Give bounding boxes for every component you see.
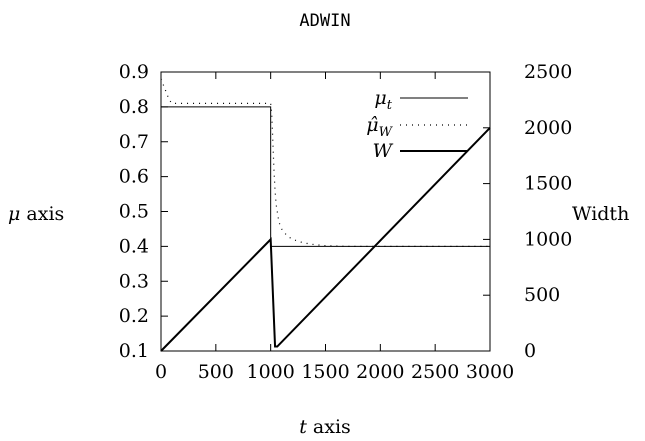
y-right-tick-label-4: 2000 bbox=[524, 117, 572, 139]
y-right-tick-label-1: 500 bbox=[524, 284, 560, 306]
x-axis-label: t axis bbox=[299, 416, 351, 438]
x-tick-label-2: 1000 bbox=[246, 361, 294, 383]
legend-label-mu-hat-w: μ̂W bbox=[366, 114, 393, 140]
y-left-tick-label-1: 0.2 bbox=[119, 305, 149, 327]
y-left-tick-label-0: 0.1 bbox=[119, 340, 149, 362]
plot-frame bbox=[160, 71, 491, 352]
y-right-tick-label-2: 1000 bbox=[524, 228, 572, 250]
series-line-0 bbox=[161, 106, 490, 247]
y-left-tick-label-5: 0.6 bbox=[119, 166, 149, 188]
x-tick-label-4: 2000 bbox=[356, 361, 404, 383]
y-left-tick-label-8: 0.9 bbox=[119, 61, 149, 83]
x-tick-label-5: 2500 bbox=[411, 361, 459, 383]
legend: μt μ̂W W bbox=[366, 87, 468, 162]
y-right-tick-label-0: 0 bbox=[524, 340, 536, 362]
y-right-axis-label: Width bbox=[572, 203, 629, 225]
series-layer bbox=[160, 78, 491, 352]
x-tick-label-1: 500 bbox=[198, 361, 234, 383]
series-line-2 bbox=[160, 127, 491, 352]
y-left-tick-label-7: 0.8 bbox=[119, 96, 149, 118]
y-left-tick-label-3: 0.4 bbox=[119, 235, 149, 257]
x-tick-label-6: 3000 bbox=[466, 361, 514, 383]
legend-label-w: W bbox=[372, 140, 393, 162]
y-left-axis-label: μ axis bbox=[8, 203, 64, 225]
y-right-tick-label-5: 2500 bbox=[524, 61, 572, 83]
x-tick-label-3: 1500 bbox=[301, 361, 349, 383]
series-line-1 bbox=[160, 78, 490, 247]
ticks-layer: 0 500 1000 1500 2000 2500 3000 0.1 0.2 0.3 0.4 0.5 0… bbox=[119, 61, 573, 383]
x-tick-label-0: 0 bbox=[155, 361, 167, 383]
y-left-tick-label-6: 0.7 bbox=[119, 131, 149, 153]
chart-title: ADWIN bbox=[299, 11, 350, 31]
y-right-tick-label-3: 1500 bbox=[524, 173, 572, 195]
y-left-tick-label-4: 0.5 bbox=[119, 201, 149, 223]
y-left-tick-label-2: 0.3 bbox=[119, 270, 149, 292]
legend-label-mu-t: μt bbox=[374, 87, 392, 113]
